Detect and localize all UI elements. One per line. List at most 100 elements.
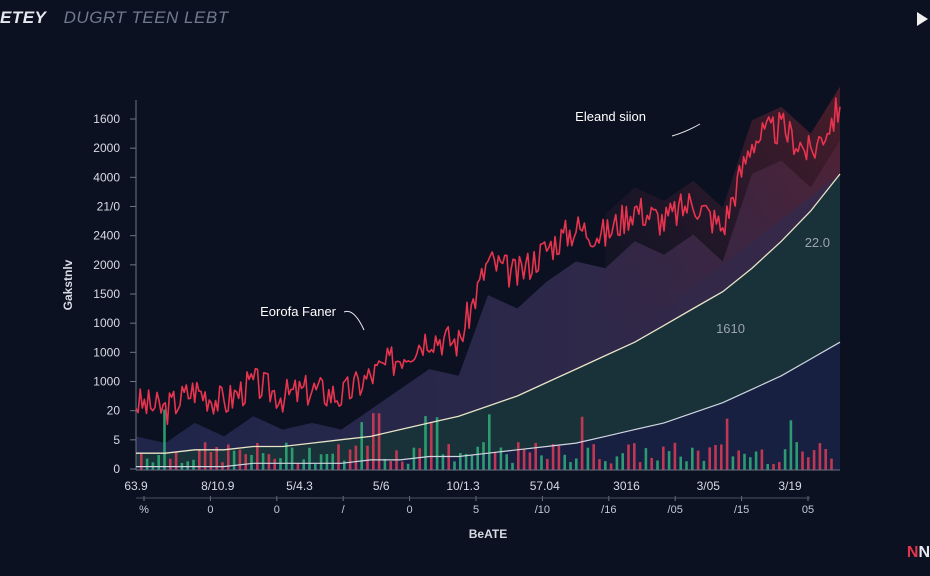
volume-bar — [198, 449, 201, 470]
volume-bar — [615, 456, 619, 470]
volume-bar — [256, 443, 259, 470]
x-tick-label: 57.04 — [530, 479, 560, 493]
volume-bar — [238, 449, 242, 470]
volume-bar — [308, 447, 311, 470]
volume-bar — [430, 422, 433, 470]
volume-bar — [824, 449, 827, 470]
x-sub-label: /15 — [734, 504, 749, 516]
play-icon[interactable] — [917, 12, 928, 26]
volume-bar — [319, 454, 323, 470]
x-sub-label: 5 — [473, 504, 479, 516]
volume-bar — [638, 462, 642, 470]
x-sub-label: 0 — [407, 504, 413, 516]
corner-logo: NN — [907, 544, 930, 562]
x-tick-label: 3016 — [613, 479, 640, 493]
x-sub-label: % — [139, 504, 149, 516]
volume-bar — [383, 458, 387, 470]
x-sub-label: 05 — [802, 504, 814, 516]
volume-bar — [406, 463, 410, 470]
volume-bar — [418, 448, 421, 470]
x-tick-label: 10/1.3 — [446, 479, 480, 493]
chart-name: DUGRT TEEN LEBT — [63, 8, 229, 27]
volume-bar — [830, 458, 833, 470]
volume-bar — [192, 459, 195, 470]
x-axis-title: BeATE — [469, 527, 507, 541]
middle-band — [136, 174, 840, 467]
y-tick-label: 21/0 — [97, 200, 121, 214]
volume-bar — [174, 451, 178, 470]
volume-bar — [546, 458, 549, 470]
volume-bar — [662, 446, 665, 470]
volume-bar — [743, 453, 746, 470]
y-tick-label: 4000 — [93, 170, 120, 184]
volume-bar — [261, 453, 265, 470]
volume-bar — [725, 418, 729, 470]
series-low-line — [136, 341, 841, 468]
y-tick-label: 1000 — [93, 345, 120, 359]
volume-bar — [673, 442, 677, 470]
volume-bar — [569, 462, 572, 470]
x-tick-label: 3/05 — [697, 479, 721, 493]
volume-bar — [586, 447, 590, 470]
volume-bar — [818, 443, 822, 470]
volume-bar — [807, 457, 810, 470]
volume-bar — [720, 444, 723, 470]
volume-bar — [702, 460, 706, 470]
volume-bar — [656, 460, 659, 470]
x-sub-label: /10 — [535, 504, 550, 516]
volume-bar — [812, 450, 816, 470]
volume-bar — [209, 452, 213, 470]
x-tick-label: 3/19 — [778, 479, 802, 493]
y-tick-label: 1000 — [93, 316, 120, 330]
volume-bar — [279, 458, 282, 470]
y-tick-label: 2400 — [93, 229, 120, 243]
series-mid-line — [136, 173, 841, 454]
volume-bar — [377, 413, 381, 470]
x-sub-label: 0 — [274, 504, 280, 516]
x-sub-label: /16 — [601, 504, 616, 516]
x-tick-label: 8/10.9 — [201, 479, 235, 493]
y-tick-label: 1500 — [93, 287, 120, 301]
volume-bar — [609, 463, 613, 470]
x-tick-label: 63.9 — [124, 479, 148, 493]
volume-bar — [464, 453, 468, 470]
volume-bar — [366, 445, 369, 470]
x-sub-label: / — [342, 504, 346, 516]
volume-bar — [389, 461, 392, 470]
brand-label: ETEY — [0, 8, 47, 27]
volume-bar — [360, 422, 363, 470]
volume-bar — [145, 458, 149, 470]
volume-bar — [522, 449, 526, 470]
volume-bar — [435, 417, 439, 470]
volume-bar — [795, 442, 798, 470]
volume-bar — [540, 455, 543, 470]
volume-bar — [273, 458, 276, 470]
volume-bar — [285, 442, 288, 470]
volume-bar — [708, 447, 711, 470]
volume-bar — [348, 449, 352, 470]
series-layer — [135, 97, 841, 468]
annotation-pointer — [671, 123, 701, 137]
logo-text: N — [918, 544, 930, 561]
volume-bar — [766, 464, 769, 470]
volume-bar — [714, 445, 717, 470]
x-tick-label: 5/4.3 — [286, 479, 313, 493]
volume-bar — [314, 463, 317, 470]
volume-bar — [203, 442, 207, 470]
volume-bar — [783, 449, 787, 470]
annotation-label: Eleand siion — [575, 109, 646, 124]
volume-bar — [296, 463, 300, 470]
x-tick-label: 5/6 — [373, 479, 390, 493]
volume-bar — [227, 444, 230, 470]
volume-bar — [772, 463, 775, 470]
volume-bar — [453, 461, 456, 470]
volume-bar — [325, 454, 329, 470]
annotation-pointer — [343, 310, 365, 331]
volume-bar — [337, 444, 340, 470]
volume-bar — [691, 447, 694, 470]
lower-band — [136, 342, 840, 470]
volume-bar — [563, 454, 566, 470]
y-tick-label: 20 — [107, 404, 121, 418]
volume-bar — [302, 459, 305, 470]
